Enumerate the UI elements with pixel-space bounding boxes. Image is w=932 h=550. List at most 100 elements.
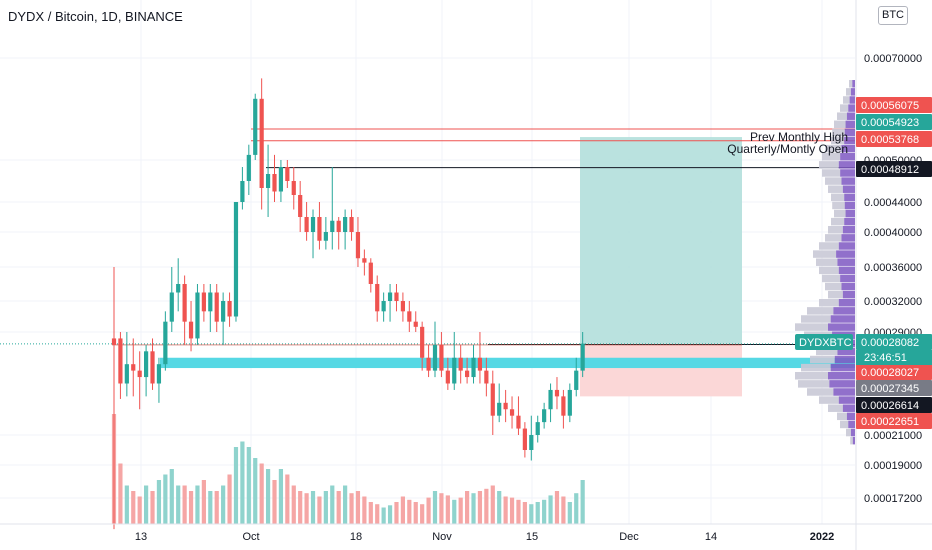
candle-body: [131, 364, 136, 371]
volume-bar: [567, 502, 572, 524]
candle-body: [420, 326, 425, 358]
volume-bar: [272, 480, 277, 524]
candle-body: [490, 383, 495, 416]
candle-body: [265, 174, 271, 188]
volume-bar: [208, 491, 213, 524]
volume-profile-bar: [831, 193, 845, 202]
volume-bar: [144, 485, 149, 524]
y-tick-label: 0.00019000: [864, 460, 922, 472]
volume-profile-bar: [816, 258, 838, 266]
candle-body: [362, 258, 367, 263]
volume-bar: [163, 474, 168, 524]
volume-bar: [323, 491, 328, 524]
candle-body: [516, 415, 521, 429]
stop-zone: [580, 343, 742, 397]
volume-bar: [580, 480, 585, 524]
volume-bar: [214, 491, 219, 524]
volume-bar: [195, 485, 200, 524]
volume-profile-bar: [825, 177, 842, 185]
price-label-text: 0.00056075: [861, 100, 919, 112]
price-label-text: 0.00053768: [861, 134, 919, 146]
volume-profile-bar: [828, 323, 855, 331]
volume-bar: [522, 502, 527, 524]
volume-profile-bar: [807, 307, 834, 315]
price-label-tag: [856, 397, 932, 413]
volume-bar: [445, 495, 450, 524]
price-label-tag: [856, 334, 932, 350]
candle-body: [253, 98, 258, 155]
volume-bar: [169, 469, 174, 524]
volume-bar: [477, 491, 483, 524]
volume-profile-bar: [840, 274, 855, 283]
level-annotation: Quarterly/Montly Open: [727, 142, 848, 156]
volume-profile-bar: [828, 372, 855, 380]
price-label-text: 0.00028082: [861, 337, 919, 349]
volume-bar: [201, 480, 206, 524]
volume-profile-bar: [819, 266, 839, 275]
candle-body: [246, 154, 251, 181]
volume-profile-bar: [834, 120, 846, 129]
candle-body: [477, 357, 483, 371]
candle-body: [349, 217, 354, 232]
volume-bar: [150, 491, 155, 524]
volume-bar: [407, 499, 412, 524]
candle-body: [227, 301, 232, 317]
candle-body: [317, 217, 322, 241]
candle-body: [542, 409, 547, 423]
candle-body: [432, 344, 438, 371]
volume-profile-bar: [845, 209, 855, 218]
volume-profile-bar: [837, 412, 847, 421]
volume-profile-bar: [840, 153, 855, 161]
candle-body: [214, 292, 219, 322]
candle-body: [188, 321, 194, 339]
candle-body: [529, 435, 534, 450]
candle-body: [509, 409, 515, 416]
candle-body: [310, 217, 316, 232]
symbol-title: DYDX / Bitcoin, 1D, BINANCE: [8, 9, 183, 24]
volume-profile-bar: [845, 120, 855, 129]
volume-profile-bar: [813, 250, 837, 258]
candle-body: [465, 370, 470, 378]
volume-profile-bar: [842, 185, 855, 193]
volume-bar: [432, 491, 438, 524]
volume-profile-bar: [832, 128, 845, 137]
volume-bar: [516, 499, 521, 524]
x-tick-label: 18: [350, 531, 362, 543]
volume-bar: [131, 491, 136, 524]
volume-bar: [471, 493, 476, 524]
candle-body: [182, 284, 187, 322]
candle-body: [452, 357, 457, 384]
volume-profile-bar: [829, 380, 855, 388]
volume-profile-bar: [850, 88, 855, 96]
volume-profile-bar: [852, 436, 855, 445]
volume-bar: [349, 493, 354, 524]
volume-profile-bar: [837, 112, 847, 120]
candle-body: [176, 284, 181, 293]
candle-body: [118, 338, 123, 384]
currency-button[interactable]: BTC: [878, 6, 908, 25]
volume-bar: [253, 458, 258, 524]
volume-bar: [278, 469, 284, 524]
y-tick-label: 0.00040000: [864, 227, 922, 239]
volume-profile-bar: [833, 388, 855, 396]
volume-profile-bar: [849, 96, 855, 104]
volume-bar: [156, 480, 162, 524]
candle-body: [522, 428, 527, 450]
volume-bar: [265, 469, 271, 524]
volume-profile-bar: [838, 161, 855, 169]
candle-body: [323, 232, 328, 241]
volume-profile-bar: [844, 201, 855, 210]
candle-body: [111, 338, 117, 345]
candle-body: [278, 167, 284, 192]
candle-body: [426, 357, 431, 371]
volume-bar: [285, 474, 290, 524]
volume-profile-bar: [819, 299, 839, 307]
target-zone: [580, 137, 742, 344]
volume-profile-bar: [816, 347, 838, 356]
volume-bar: [317, 496, 322, 524]
candle-body: [368, 262, 373, 284]
countdown-text: 23:46:51: [864, 352, 907, 364]
volume-profile-bar: [801, 363, 831, 372]
